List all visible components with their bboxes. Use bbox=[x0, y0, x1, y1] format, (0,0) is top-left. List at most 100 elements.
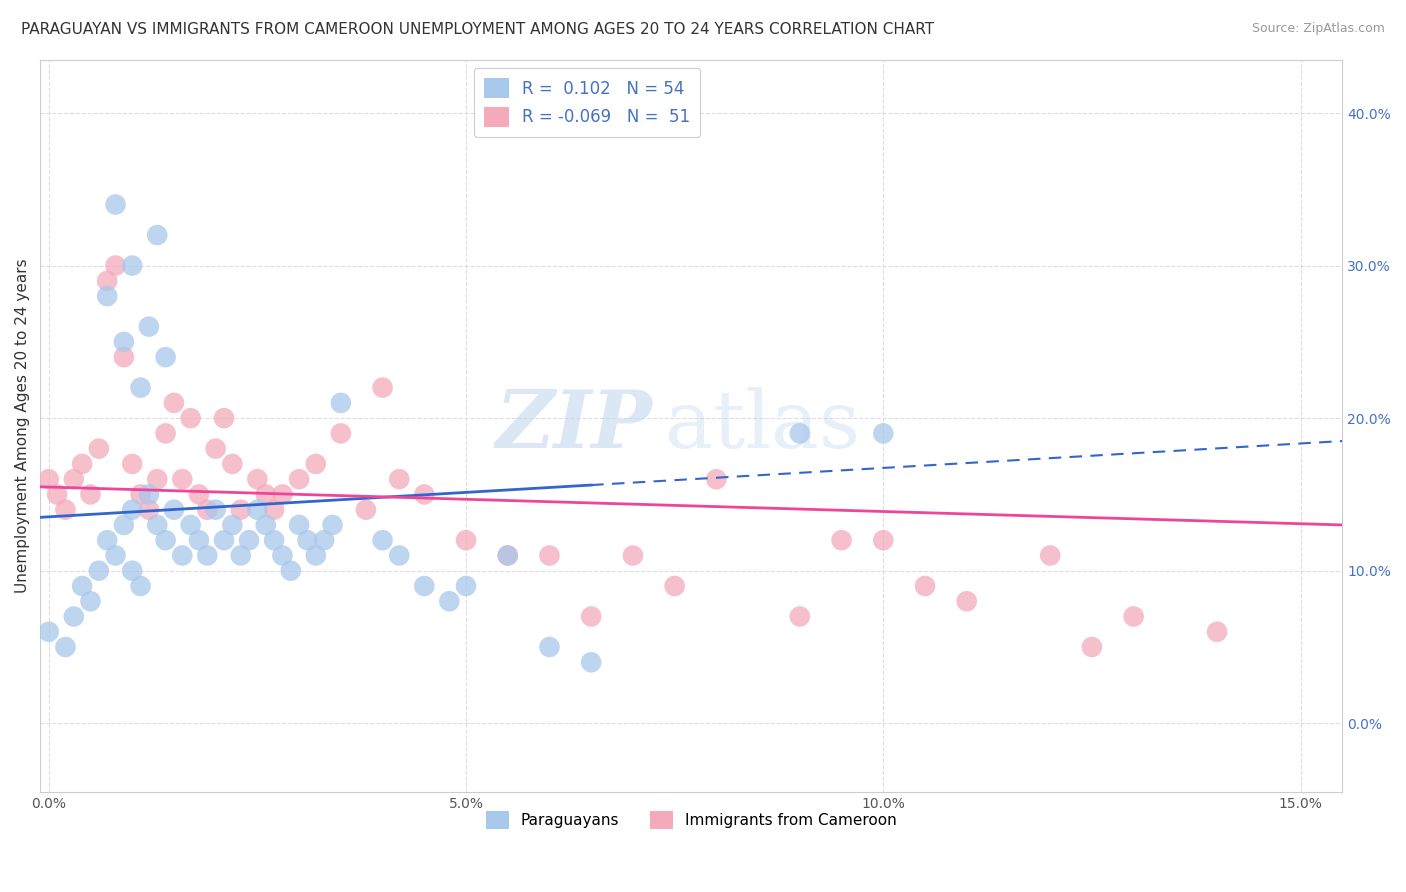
Point bbox=[70, 457, 93, 471]
Point bbox=[155, 426, 177, 441]
Point bbox=[163, 502, 186, 516]
Text: ZIP: ZIP bbox=[495, 387, 652, 465]
Point bbox=[221, 518, 243, 533]
Point bbox=[789, 426, 811, 441]
Point bbox=[204, 502, 226, 516]
Point bbox=[138, 502, 160, 516]
Point bbox=[155, 533, 177, 548]
Point bbox=[288, 518, 311, 533]
Point bbox=[46, 487, 69, 501]
Point bbox=[112, 518, 135, 533]
Point bbox=[96, 274, 118, 288]
Point bbox=[172, 549, 194, 563]
Point bbox=[496, 549, 519, 563]
Point bbox=[212, 533, 235, 548]
Point bbox=[104, 197, 127, 211]
Point bbox=[104, 549, 127, 563]
Point bbox=[305, 457, 328, 471]
Point bbox=[138, 319, 160, 334]
Point bbox=[62, 609, 84, 624]
Point bbox=[371, 533, 394, 548]
Point bbox=[831, 533, 853, 548]
Point bbox=[138, 487, 160, 501]
Point bbox=[155, 350, 177, 364]
Text: atlas: atlas bbox=[665, 387, 860, 465]
Point bbox=[163, 396, 186, 410]
Point bbox=[121, 457, 143, 471]
Point bbox=[314, 533, 336, 548]
Point bbox=[305, 549, 328, 563]
Point bbox=[246, 502, 269, 516]
Point bbox=[129, 381, 152, 395]
Point bbox=[195, 502, 218, 516]
Point bbox=[329, 426, 352, 441]
Point bbox=[229, 502, 252, 516]
Point bbox=[872, 426, 894, 441]
Point bbox=[254, 518, 277, 533]
Point bbox=[664, 579, 686, 593]
Point bbox=[146, 472, 169, 486]
Point bbox=[146, 518, 169, 533]
Point bbox=[38, 624, 60, 639]
Text: PARAGUAYAN VS IMMIGRANTS FROM CAMEROON UNEMPLOYMENT AMONG AGES 20 TO 24 YEARS CO: PARAGUAYAN VS IMMIGRANTS FROM CAMEROON U… bbox=[21, 22, 934, 37]
Point bbox=[121, 259, 143, 273]
Point bbox=[180, 411, 202, 425]
Point bbox=[238, 533, 260, 548]
Point bbox=[413, 487, 436, 501]
Point bbox=[1081, 640, 1104, 654]
Point bbox=[188, 533, 211, 548]
Point bbox=[70, 579, 93, 593]
Point bbox=[146, 228, 169, 243]
Point bbox=[413, 579, 436, 593]
Y-axis label: Unemployment Among Ages 20 to 24 years: Unemployment Among Ages 20 to 24 years bbox=[15, 259, 30, 593]
Point bbox=[129, 487, 152, 501]
Point bbox=[388, 549, 411, 563]
Point bbox=[55, 502, 77, 516]
Point bbox=[112, 350, 135, 364]
Point bbox=[55, 640, 77, 654]
Point bbox=[79, 487, 101, 501]
Point bbox=[454, 579, 477, 593]
Point bbox=[271, 549, 294, 563]
Point bbox=[538, 640, 561, 654]
Text: Source: ZipAtlas.com: Source: ZipAtlas.com bbox=[1251, 22, 1385, 36]
Point bbox=[321, 518, 343, 533]
Point bbox=[96, 289, 118, 303]
Point bbox=[579, 655, 602, 669]
Point bbox=[1039, 549, 1062, 563]
Point bbox=[297, 533, 319, 548]
Point bbox=[112, 334, 135, 349]
Point bbox=[271, 487, 294, 501]
Point bbox=[1206, 624, 1229, 639]
Point bbox=[621, 549, 644, 563]
Legend: Paraguayans, Immigrants from Cameroon: Paraguayans, Immigrants from Cameroon bbox=[479, 805, 903, 836]
Point bbox=[263, 533, 285, 548]
Point bbox=[38, 472, 60, 486]
Point bbox=[121, 564, 143, 578]
Point bbox=[229, 549, 252, 563]
Point bbox=[172, 472, 194, 486]
Point bbox=[329, 396, 352, 410]
Point bbox=[872, 533, 894, 548]
Point bbox=[62, 472, 84, 486]
Point bbox=[87, 564, 110, 578]
Point bbox=[1122, 609, 1144, 624]
Point bbox=[388, 472, 411, 486]
Point bbox=[87, 442, 110, 456]
Point bbox=[104, 259, 127, 273]
Point bbox=[246, 472, 269, 486]
Point bbox=[579, 609, 602, 624]
Point bbox=[288, 472, 311, 486]
Point bbox=[212, 411, 235, 425]
Point bbox=[538, 549, 561, 563]
Point bbox=[121, 502, 143, 516]
Point bbox=[204, 442, 226, 456]
Point bbox=[454, 533, 477, 548]
Point bbox=[79, 594, 101, 608]
Point bbox=[180, 518, 202, 533]
Point bbox=[254, 487, 277, 501]
Point bbox=[263, 502, 285, 516]
Point bbox=[496, 549, 519, 563]
Point bbox=[188, 487, 211, 501]
Point bbox=[96, 533, 118, 548]
